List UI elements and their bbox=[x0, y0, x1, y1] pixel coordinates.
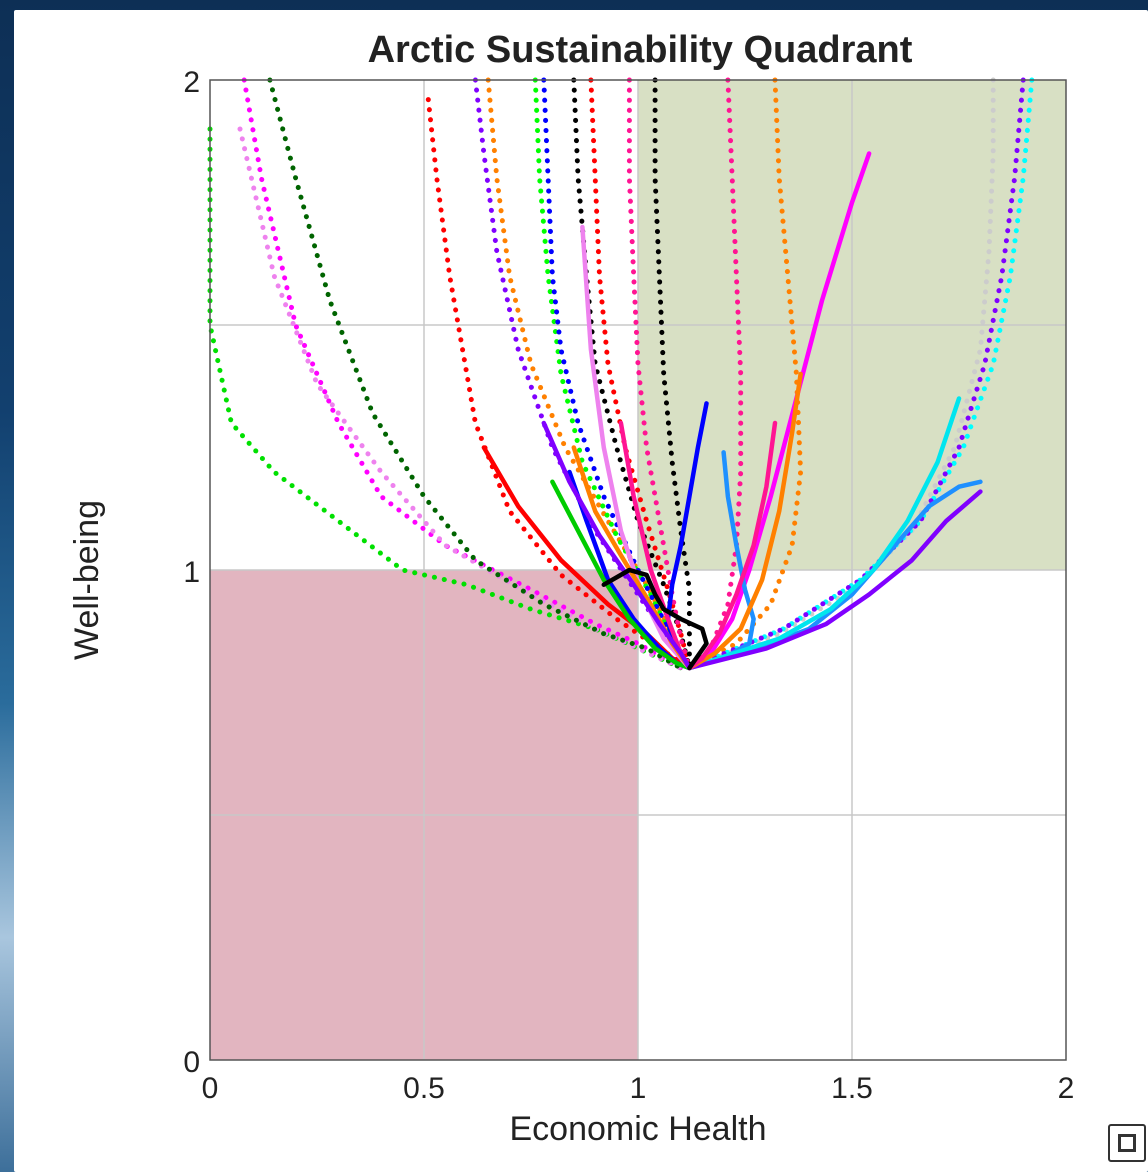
series-line-13 bbox=[686, 77, 744, 671]
fullscreen-icon-corner bbox=[1118, 1142, 1128, 1152]
series-group bbox=[207, 77, 1035, 671]
series-line-1 bbox=[241, 77, 684, 671]
series-line-4 bbox=[425, 97, 692, 671]
series-line-14 bbox=[686, 77, 804, 671]
y-axis-label: Well-being bbox=[68, 500, 106, 660]
chart-panel: 0 0.5 1 1.5 2 0 1 2 Arctic Sustainability Quadr… bbox=[14, 10, 1148, 1172]
tick-labels: 0 0.5 1 1.5 2 0 1 2 bbox=[183, 66, 1074, 1105]
series-line-18 bbox=[687, 151, 872, 671]
series-line-22 bbox=[687, 396, 962, 671]
series-line-32 bbox=[541, 420, 692, 671]
x-tick-label: 1 bbox=[630, 1072, 647, 1105]
fullscreen-icon-corner bbox=[1126, 1142, 1136, 1152]
y-tick-label: 2 bbox=[183, 66, 200, 99]
series-line-11 bbox=[626, 77, 692, 671]
fullscreen-icon bbox=[1118, 1134, 1128, 1144]
series-line-16 bbox=[686, 77, 1035, 671]
series-line-33 bbox=[601, 567, 709, 671]
x-tick-label: 0.5 bbox=[403, 1072, 445, 1105]
series-line-12 bbox=[652, 77, 692, 671]
x-tick-label: 0 bbox=[202, 1072, 219, 1105]
series-line-10 bbox=[588, 77, 692, 671]
series-line-23 bbox=[687, 489, 983, 671]
series-line-24 bbox=[687, 371, 803, 671]
x-axis-label: Economic Health bbox=[509, 1110, 766, 1148]
series-line-28 bbox=[550, 479, 692, 671]
series-line-15 bbox=[686, 77, 996, 671]
axes bbox=[209, 79, 1067, 1061]
x-tick-label: 2 bbox=[1058, 1072, 1075, 1105]
grid-lines bbox=[210, 80, 1066, 1060]
y-tick-label: 1 bbox=[183, 556, 200, 589]
chart-title: Arctic Sustainability Quadrant bbox=[368, 29, 913, 71]
series-line-6 bbox=[485, 77, 692, 671]
plot-frame bbox=[209, 79, 1067, 1061]
series-line-25 bbox=[687, 420, 778, 671]
series-line-0 bbox=[207, 126, 684, 671]
chart-svg: 0 0.5 1 1.5 2 0 1 2 Arctic Sustainability Quadr… bbox=[68, 29, 1074, 1148]
series-line-8 bbox=[541, 77, 692, 671]
y-tick-label: 0 bbox=[183, 1046, 200, 1079]
series-line-29 bbox=[580, 224, 692, 671]
series-line-17 bbox=[686, 77, 1026, 671]
series-line-9 bbox=[571, 77, 692, 671]
fullscreen-icon-corner bbox=[1126, 1134, 1136, 1144]
fullscreen-button[interactable] bbox=[1108, 1124, 1146, 1162]
x-tick-label: 1.5 bbox=[831, 1072, 873, 1105]
